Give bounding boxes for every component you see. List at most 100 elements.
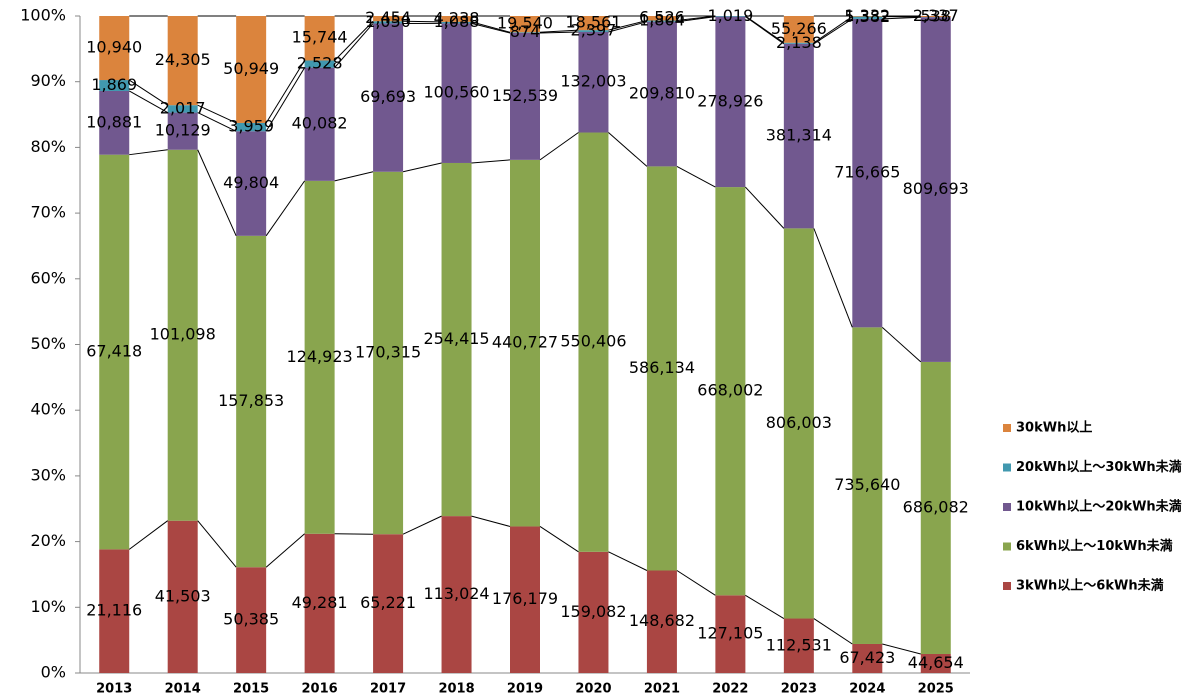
data-label: 40,082 bbox=[292, 114, 348, 133]
series-line bbox=[608, 551, 648, 571]
bar-segment bbox=[715, 16, 746, 188]
bar-segment bbox=[373, 21, 404, 24]
bar-segment bbox=[715, 16, 746, 17]
bar-segment bbox=[852, 16, 883, 17]
data-label: 10,129 bbox=[155, 121, 211, 140]
data-label: 50,385 bbox=[223, 610, 279, 629]
data-label: 809,693 bbox=[903, 179, 969, 198]
x-tick-label: 2021 bbox=[644, 682, 680, 697]
data-label: 10,881 bbox=[86, 112, 142, 131]
data-label: 24,305 bbox=[155, 50, 211, 69]
bar-segment bbox=[646, 166, 677, 571]
x-tick-label: 2016 bbox=[302, 682, 338, 697]
bar-segment bbox=[167, 149, 198, 521]
series-line bbox=[402, 162, 442, 173]
bar-segment bbox=[373, 16, 404, 22]
series-line bbox=[608, 21, 648, 33]
bar-segment bbox=[646, 570, 677, 673]
data-label: 1,869 bbox=[91, 75, 137, 94]
bar-segment bbox=[510, 526, 540, 673]
bar-segment bbox=[373, 171, 404, 535]
bar-segment bbox=[236, 16, 267, 123]
data-label: 440,727 bbox=[492, 333, 558, 352]
data-label: 101,098 bbox=[150, 325, 216, 344]
data-label: 18,561 bbox=[565, 13, 621, 32]
data-label: 152,539 bbox=[492, 86, 558, 105]
bar-segment bbox=[646, 21, 677, 167]
data-label: 381,314 bbox=[766, 126, 832, 145]
series-line bbox=[471, 21, 511, 33]
data-label: 5,382 bbox=[844, 7, 890, 26]
legend-label: 6kWh以上～10kWh未満 bbox=[1016, 538, 1173, 554]
data-label: 176,179 bbox=[492, 589, 558, 608]
series-line bbox=[197, 149, 237, 237]
data-label: 1,804 bbox=[639, 11, 685, 30]
bar-segment bbox=[852, 643, 883, 673]
data-label: 716,665 bbox=[834, 163, 900, 182]
bar-segment bbox=[167, 105, 198, 113]
legend-label: 3kWh以上～6kWh未満 bbox=[1016, 578, 1164, 594]
bar-segment bbox=[236, 131, 267, 236]
bar-segment bbox=[852, 16, 883, 19]
x-tick-label: 2015 bbox=[233, 682, 269, 697]
series-line bbox=[539, 31, 579, 34]
bar-segment bbox=[578, 31, 609, 133]
bar-segment bbox=[510, 32, 540, 160]
series-line bbox=[813, 16, 853, 44]
x-tick-label: 2018 bbox=[438, 682, 474, 697]
data-label: 2,017 bbox=[160, 98, 206, 117]
data-label: 69,693 bbox=[360, 87, 416, 106]
data-label: 2,138 bbox=[776, 33, 822, 52]
data-label: 124,923 bbox=[287, 347, 353, 366]
bar-segment bbox=[236, 235, 267, 568]
data-label: 41,503 bbox=[155, 586, 211, 605]
bar-segment bbox=[167, 520, 198, 673]
legend-swatch bbox=[1003, 463, 1011, 472]
data-label: 3,959 bbox=[228, 117, 274, 136]
series-line bbox=[881, 326, 922, 363]
x-tick-label: 2023 bbox=[781, 682, 817, 697]
data-label: 278,926 bbox=[697, 91, 763, 110]
y-tick-label: 10% bbox=[30, 597, 66, 616]
data-label: 65,221 bbox=[360, 593, 416, 612]
legend-label: 20kWh以上～30kWh未満 bbox=[1016, 459, 1182, 475]
data-label: 1,050 bbox=[365, 12, 411, 31]
series-line bbox=[676, 570, 716, 596]
series-line bbox=[745, 186, 785, 229]
bar-segment bbox=[578, 30, 609, 32]
series-line bbox=[197, 104, 237, 124]
series-line bbox=[471, 22, 511, 34]
bar-segment bbox=[99, 90, 130, 155]
legend-swatch bbox=[1003, 424, 1011, 432]
legend-label: 30kWh以上 bbox=[1016, 421, 1092, 436]
data-label: 2,454 bbox=[365, 8, 411, 27]
series-line bbox=[402, 515, 442, 535]
series-line bbox=[539, 526, 579, 553]
bar-segment bbox=[304, 16, 335, 61]
series-line bbox=[197, 112, 237, 132]
series-line bbox=[334, 171, 374, 182]
data-label: 6,526 bbox=[639, 8, 685, 27]
bar-segment bbox=[167, 112, 198, 150]
bar-segment bbox=[99, 16, 130, 81]
series-line bbox=[676, 165, 716, 188]
series-line bbox=[265, 67, 306, 132]
series-line bbox=[676, 16, 716, 23]
data-label: 15,744 bbox=[292, 28, 348, 47]
data-label: 49,804 bbox=[223, 173, 279, 192]
x-tick-label: 2014 bbox=[165, 682, 201, 697]
series-line bbox=[129, 149, 168, 156]
data-label: 2,528 bbox=[297, 54, 343, 73]
series-line bbox=[265, 180, 306, 237]
series-line bbox=[882, 643, 921, 655]
bar-segment bbox=[510, 16, 540, 33]
series-line bbox=[128, 90, 168, 114]
series-line bbox=[608, 132, 648, 167]
data-label: 148,682 bbox=[629, 611, 695, 630]
data-label: 19,540 bbox=[497, 14, 553, 33]
bar-segment bbox=[304, 533, 335, 673]
data-label: 735,640 bbox=[834, 475, 900, 494]
legend-label: 10kWh以上～20kWh未満 bbox=[1016, 499, 1182, 515]
legend-swatch bbox=[1003, 582, 1011, 590]
x-tick-label: 2017 bbox=[370, 682, 406, 697]
